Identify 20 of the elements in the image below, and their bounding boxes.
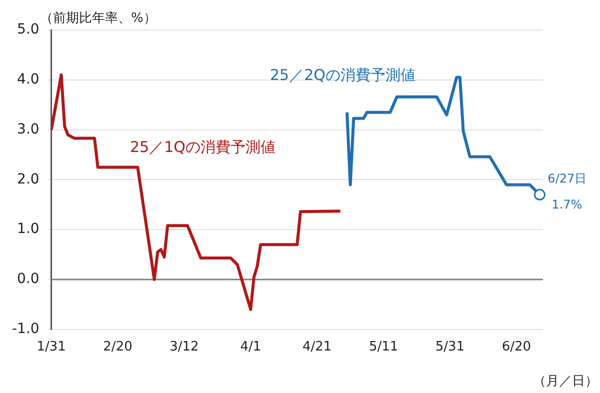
- series-label: 25／2Qの消費予測値: [270, 66, 416, 84]
- x-tick-label: 6/20: [502, 340, 532, 355]
- x-tick-label: 5/31: [435, 340, 465, 355]
- x-tick-label: 3/12: [170, 340, 199, 355]
- x-tick-label: 5/11: [368, 340, 398, 355]
- y-tick-label: 5.0: [17, 22, 40, 38]
- y-tick-label: 0.0: [17, 271, 40, 288]
- x-tick-label: 2/20: [103, 340, 132, 355]
- y-tick-label: 4.0: [17, 72, 40, 88]
- y-axis-title: （前期比年率、%）: [40, 10, 156, 26]
- x-tick-label: 4/1: [240, 340, 262, 355]
- annotation: 6/27日 1.7%: [548, 172, 587, 212]
- y-tick-label: 3.0: [17, 121, 40, 138]
- y-tick-label: -1.0: [12, 321, 40, 338]
- series-label: 25／1Qの消費予測値: [130, 138, 276, 156]
- x-tick-label: 4/21: [302, 340, 332, 355]
- x-axis-title: （月／日）: [533, 374, 598, 389]
- y-tick-label: 2.0: [17, 171, 40, 188]
- x-tick-label: 1/31: [36, 340, 66, 355]
- y-tick-label: 1.0: [17, 221, 40, 238]
